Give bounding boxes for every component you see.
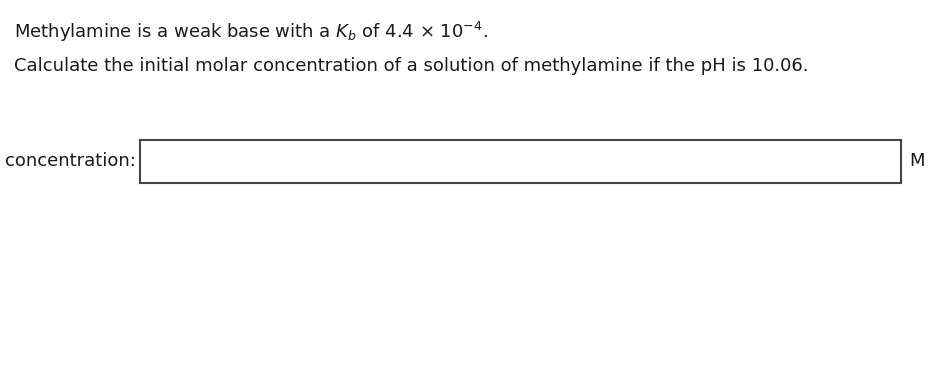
Text: Methylamine is a weak base with a $K_b$ of 4.4 $\times$ 10$^{-4}$.: Methylamine is a weak base with a $K_b$ … — [14, 20, 488, 44]
Text: concentration:: concentration: — [5, 152, 136, 171]
Text: M: M — [909, 152, 924, 171]
FancyBboxPatch shape — [140, 140, 901, 183]
Text: Calculate the initial molar concentration of a solution of methylamine if the pH: Calculate the initial molar concentratio… — [14, 57, 808, 75]
